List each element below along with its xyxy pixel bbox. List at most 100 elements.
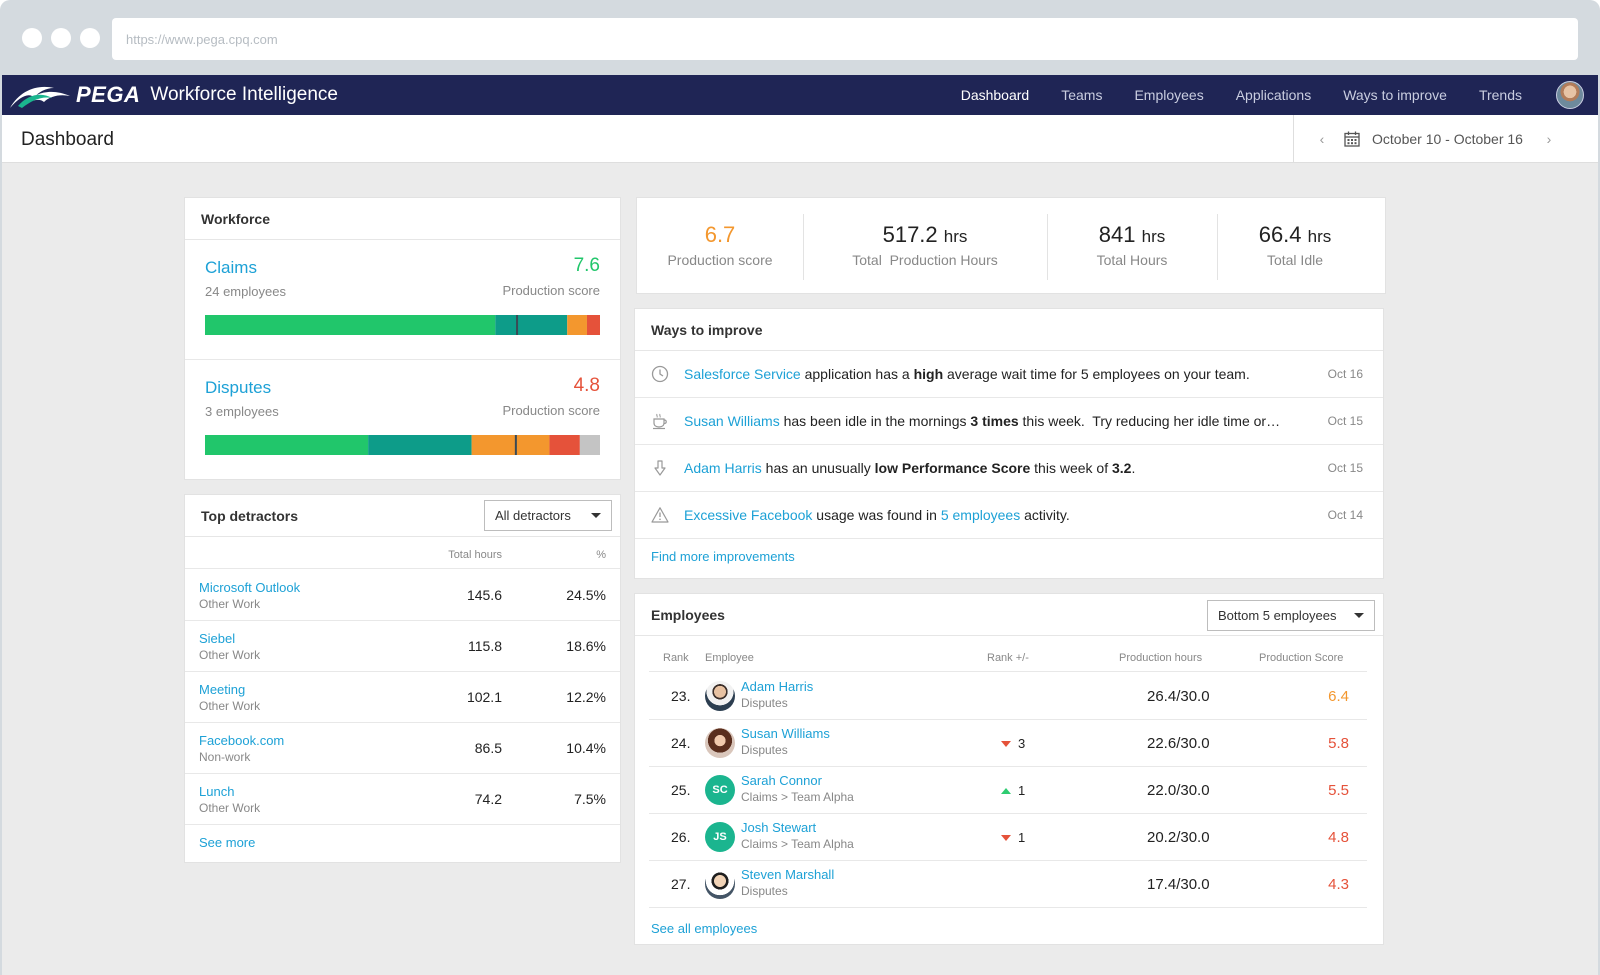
- avatar: JS: [705, 822, 735, 852]
- team-name[interactable]: Claims: [205, 258, 257, 277]
- triangle-down-icon: [1001, 740, 1011, 747]
- employee-name[interactable]: Steven Marshall: [741, 867, 835, 882]
- nav-teams[interactable]: Teams: [1061, 87, 1103, 103]
- detractor-category: Other Work: [199, 597, 261, 611]
- employees-table-header: Rank Employee Rank +/- Production hours …: [649, 636, 1367, 672]
- brand[interactable]: PEGA Workforce Intelligence: [8, 80, 338, 110]
- find-more-improvements-link[interactable]: Find more improvements: [651, 549, 795, 564]
- rank-delta: 1: [1001, 830, 1025, 845]
- table-row[interactable]: 26. JS Josh Stewart Claims > Team Alpha 1 20.…: [649, 814, 1367, 861]
- column-header-rank: Rank: [663, 652, 689, 664]
- app-root: PEGA Workforce Intelligence Dashboard Te…: [2, 75, 1598, 975]
- calendar-icon[interactable]: [1344, 131, 1360, 147]
- detractor-name[interactable]: Facebook.com: [199, 733, 285, 748]
- table-row[interactable]: 23. Adam Harris Disputes 26.4/30.0 6.4: [649, 673, 1367, 720]
- window-dot-minimize[interactable]: [51, 28, 71, 48]
- improvement-text-part: activity.: [1020, 507, 1070, 523]
- rank-delta-value: 1: [1018, 783, 1026, 798]
- employee-name[interactable]: Josh Stewart: [741, 820, 817, 835]
- table-row[interactable]: 25. SC Sarah Connor Claims > Team Alpha 1 22.…: [649, 767, 1367, 814]
- table-row[interactable]: 27. Steven Marshall Disputes 17.4/30.0 4.3: [649, 861, 1367, 908]
- detractor-category: Other Work: [199, 801, 261, 815]
- window-dot-maximize[interactable]: [80, 28, 100, 48]
- nav-ways-to-improve[interactable]: Ways to improve: [1343, 87, 1447, 103]
- detractors-filter-select[interactable]: All detractors: [484, 500, 612, 531]
- team-score-label: Production score: [502, 283, 600, 298]
- improvement-text: Excessive Facebook usage was found in 5 …: [684, 507, 1070, 523]
- improvement-date: Oct 16: [1327, 367, 1363, 381]
- kpi-number: 517.2: [882, 222, 938, 247]
- table-row[interactable]: Facebook.com Non-work 86.5 10.4%: [185, 723, 620, 774]
- kpi-total-hours: 841 hrs Total Hours: [1047, 198, 1217, 294]
- detractor-hours: 86.5: [474, 740, 502, 756]
- chevron-right-icon[interactable]: ›: [1546, 131, 1552, 147]
- employee-team: Disputes: [741, 743, 788, 757]
- see-all-employees-link[interactable]: See all employees: [651, 921, 758, 936]
- table-row[interactable]: 24. Susan Williams Disputes 3 22.6/30.0 5.8: [649, 720, 1367, 767]
- date-range-picker: ‹ October 10 - October 16 ›: [1293, 115, 1598, 163]
- employee-name[interactable]: Susan Williams: [741, 726, 830, 741]
- table-row[interactable]: Lunch Other Work 74.2 7.5%: [185, 774, 620, 825]
- employees-filter-select[interactable]: Bottom 5 employees: [1207, 600, 1375, 631]
- improvement-text-part: average wait time for 5 employees on you…: [943, 366, 1250, 382]
- improvement-item[interactable]: Susan Williams has been idle in the morn…: [635, 398, 1383, 445]
- improvement-link[interactable]: 5 employees: [940, 507, 1021, 523]
- bar-segment-orange: [567, 315, 587, 335]
- team-score-label: Production score: [502, 403, 600, 418]
- detractors-table-header: Total hours %: [185, 537, 620, 569]
- window-dot-close[interactable]: [22, 28, 42, 48]
- improvement-item[interactable]: Excessive Facebook usage was found in 5 …: [635, 492, 1383, 539]
- nav-applications[interactable]: Applications: [1235, 87, 1312, 103]
- team-name[interactable]: Disputes: [205, 378, 272, 397]
- table-row[interactable]: Meeting Other Work 102.1 12.2%: [185, 672, 620, 723]
- improvement-text-part: .: [1131, 460, 1136, 476]
- kpi-number: 841: [1098, 222, 1136, 247]
- improvement-link[interactable]: Susan Williams: [684, 413, 780, 429]
- clock-icon: [651, 365, 669, 383]
- nav-dashboard[interactable]: Dashboard: [960, 87, 1030, 103]
- rank-delta-value: 1: [1018, 830, 1026, 845]
- detractor-name[interactable]: Meeting: [199, 682, 246, 697]
- nav-employees[interactable]: Employees: [1134, 87, 1204, 103]
- improvement-emphasis: low Performance Score: [874, 460, 1031, 476]
- improvement-item[interactable]: Salesforce Service application has a hig…: [635, 351, 1383, 398]
- detractor-category: Other Work: [199, 699, 261, 713]
- date-range-label[interactable]: October 10 - October 16: [1372, 131, 1523, 147]
- kpi-total-production-hours: 517.2 hrs Total Production Hours: [803, 198, 1047, 294]
- kpi-label: Total Idle: [1266, 252, 1324, 268]
- improvement-link[interactable]: Salesforce Service: [684, 366, 801, 382]
- employees-filter-value: Bottom 5 employees: [1218, 608, 1337, 623]
- improvement-link[interactable]: Excessive Facebook: [684, 507, 813, 523]
- employee-name[interactable]: Adam Harris: [741, 679, 814, 694]
- triangle-up-icon: [1001, 787, 1011, 794]
- kpi-unit: hrs: [1141, 227, 1166, 246]
- team-disputes: Disputes 3 employees 4.8 Production scor…: [185, 360, 620, 480]
- user-avatar[interactable]: [1556, 81, 1584, 109]
- ways-to-improve-card: Ways to improve Salesforce Service appli…: [634, 308, 1384, 579]
- kpi-production-score: 6.7 Production score: [637, 198, 803, 294]
- improvement-item[interactable]: Adam Harris has an unusually low Perform…: [635, 445, 1383, 492]
- team-employee-count: 24 employees: [205, 284, 286, 299]
- nav-trends[interactable]: Trends: [1478, 87, 1522, 103]
- employee-production-hours: 17.4/30.0: [1147, 876, 1210, 893]
- detractor-name[interactable]: Microsoft Outlook: [199, 580, 301, 595]
- detractors-filter-value: All detractors: [495, 508, 571, 523]
- chevron-left-icon[interactable]: ‹: [1319, 131, 1325, 147]
- employee-name[interactable]: Sarah Connor: [741, 773, 822, 788]
- see-more-link[interactable]: See more: [199, 835, 256, 850]
- column-header-rank-delta: Rank +/-: [987, 652, 1029, 664]
- table-row[interactable]: Microsoft Outlook Other Work 145.6 24.5%: [185, 570, 620, 621]
- employee-production-hours: 20.2/30.0: [1147, 829, 1210, 846]
- improvement-text-part: this week of: [1030, 460, 1112, 476]
- table-row[interactable]: Siebel Other Work 115.8 18.6%: [185, 621, 620, 672]
- kpi-label: Total Hours: [1096, 252, 1168, 268]
- employee-rank: 27.: [671, 876, 691, 892]
- detractor-name[interactable]: Lunch: [199, 784, 235, 799]
- coffee-cup-icon: [651, 412, 669, 430]
- detractor-name[interactable]: Siebel: [199, 631, 236, 646]
- employee-team: Claims > Team Alpha: [741, 837, 854, 851]
- kpi-label: Total Production Hours: [852, 252, 998, 268]
- rank-delta: 3: [1001, 736, 1025, 751]
- address-bar[interactable]: https://www.pega.cpq.com: [112, 18, 1578, 60]
- improvement-link[interactable]: Adam Harris: [684, 460, 762, 476]
